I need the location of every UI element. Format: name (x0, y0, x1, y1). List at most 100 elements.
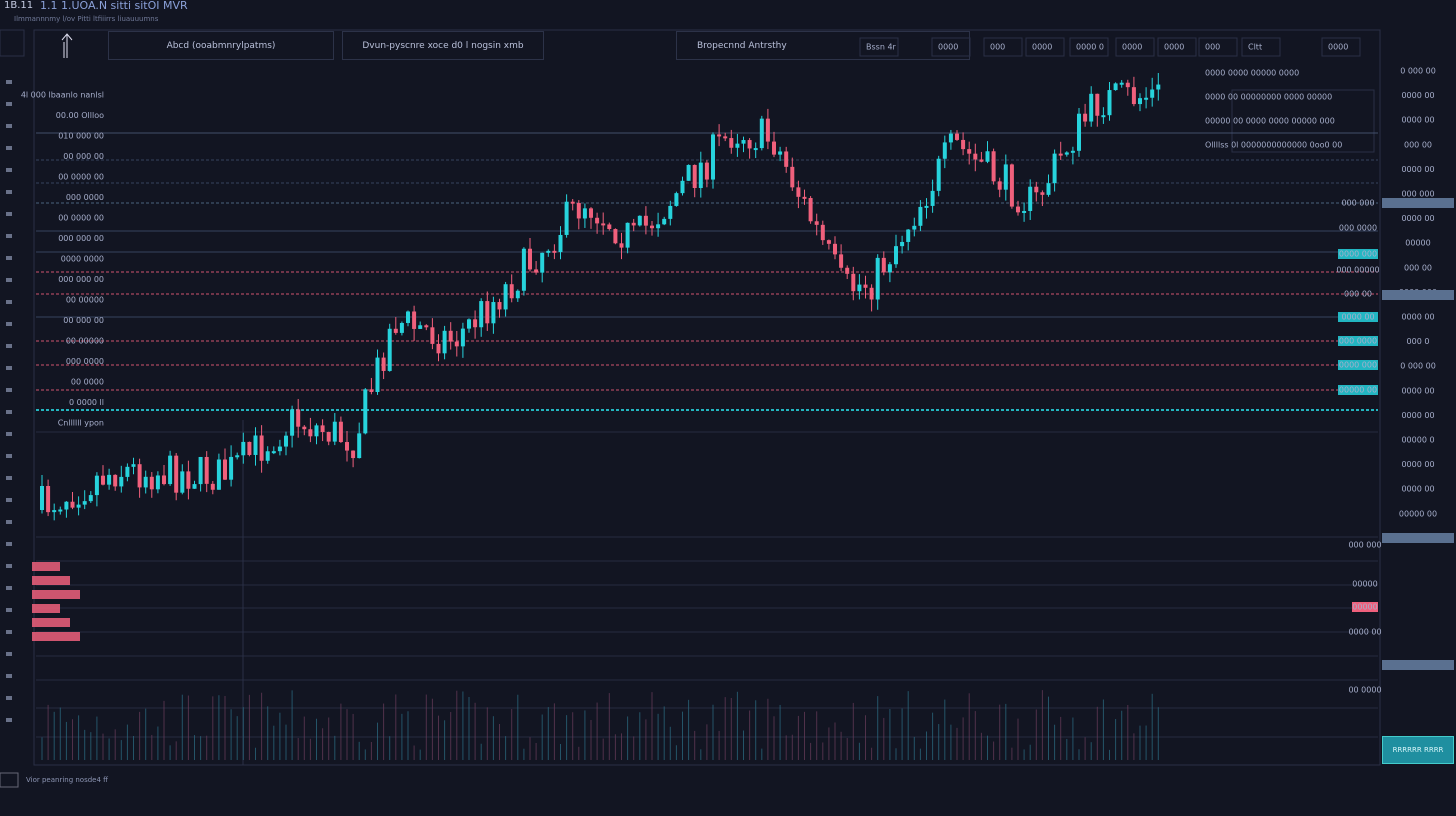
candle-body (521, 248, 526, 291)
candle-body (448, 330, 453, 342)
candle-body (686, 164, 691, 181)
price-tag (1382, 290, 1454, 300)
info-row: Ollllss 0l 0000000000000 0oo0 00 (1205, 141, 1342, 150)
candle-body (625, 222, 630, 248)
toolbar-item: Cltt (1248, 43, 1262, 52)
candle-body (442, 330, 447, 354)
candle-body (790, 166, 795, 188)
level-tag: 00 0000 (1348, 686, 1381, 695)
candle-body (259, 435, 264, 461)
candle-body (424, 325, 429, 328)
candle-body (924, 205, 929, 208)
price-tag (1338, 336, 1378, 346)
y-label: 00 00000 (66, 337, 104, 346)
level-tag: 0000 00 (1348, 628, 1381, 637)
candle-body (1125, 82, 1130, 88)
candle-body (704, 162, 709, 180)
candle-body (1003, 164, 1008, 190)
toolbar-cell (1241, 37, 1281, 57)
candle-body (503, 284, 508, 310)
candle-body (942, 142, 947, 159)
candle-body (137, 464, 142, 488)
price-tag (1382, 198, 1454, 208)
candle-body (1083, 113, 1088, 122)
info-row: 0000 00 00000000 0000 00000 (1205, 93, 1332, 102)
toolbar-cell (1198, 37, 1238, 57)
toolbar-cell (1157, 37, 1197, 57)
tab[interactable]: Abcd (ooabmnrylpatms) (108, 31, 334, 60)
price-label: 0000 000 (1399, 288, 1437, 297)
candle-body (143, 476, 148, 488)
candle-body (1113, 83, 1118, 91)
info-row: 00000 00 0000 0000 00000 000 (1205, 117, 1335, 126)
left-tick (6, 124, 12, 128)
candle-body (650, 225, 654, 229)
candle-body (1064, 152, 1069, 155)
price-label: 00000 (1405, 239, 1430, 248)
price-label: 0000 00 (1401, 485, 1434, 494)
y-label: 0 0000 ll (69, 398, 104, 407)
candle-body (241, 441, 246, 456)
price-label: 0000 00 (1401, 411, 1434, 420)
candle-body (1131, 87, 1136, 105)
candle-body (131, 464, 136, 467)
candle-body (1089, 93, 1094, 122)
candle-body (314, 425, 319, 437)
candle-body (540, 252, 545, 273)
candle-body (808, 198, 813, 222)
left-tick (6, 300, 12, 304)
candle-body (637, 215, 642, 226)
candle-body (1119, 82, 1124, 85)
left-tick (6, 454, 12, 458)
candle-body (82, 501, 87, 505)
left-tick (6, 146, 12, 150)
candle-body (711, 134, 715, 180)
price-label: 0000 00 (1401, 386, 1434, 395)
candle-body (345, 442, 349, 451)
candle-body (631, 222, 636, 226)
candle-body (973, 153, 978, 160)
candle-body (582, 208, 587, 219)
left-tick (6, 168, 12, 172)
candle-body (88, 495, 93, 502)
tab[interactable]: Dvun-pyscnre xoce d0 l nogsin xmb (342, 31, 544, 60)
order-bar (32, 562, 60, 571)
candle-body (64, 501, 69, 510)
candle-body (204, 456, 209, 484)
candle-body (656, 224, 661, 229)
order-bar (32, 576, 70, 585)
candle-body (229, 456, 234, 480)
subtitle: Ilmmannnmy l/ov Pitti ltfiiirrs liuauuum… (14, 15, 159, 23)
price-label: 0 000 00 (1400, 362, 1436, 371)
level-tag: 000 00 (1344, 290, 1372, 299)
candle-body (107, 474, 112, 485)
left-tick (6, 564, 12, 568)
y-label: 00 0000 00 (58, 214, 104, 223)
left-tick (6, 388, 12, 392)
candle-body (186, 471, 191, 489)
candle-body (875, 257, 880, 300)
y-label: 000 0000 (66, 193, 104, 202)
candle-body (619, 243, 624, 248)
candle-body (406, 311, 410, 323)
toolbar-item: 0000 (1122, 43, 1142, 52)
level-tag: 0000 000 (1339, 361, 1377, 370)
action-button[interactable]: RRRRRR RRRR (1382, 736, 1454, 764)
y-label: 00 0000 00 (58, 173, 104, 182)
candle-body (357, 433, 362, 459)
candle-body (784, 151, 789, 167)
left-tick (6, 498, 12, 502)
candle-body (723, 136, 728, 139)
left-tick (6, 652, 12, 656)
candle-body (180, 471, 185, 493)
tab[interactable]: Bropecnnd Antrsthy (676, 31, 970, 60)
candle-body (412, 311, 417, 329)
candle-body (40, 486, 44, 510)
candle-body (235, 455, 240, 458)
price-tag (1338, 312, 1378, 322)
candle-body (906, 229, 911, 242)
toolbar-item: 000 (990, 43, 1005, 52)
candle-body (302, 426, 307, 430)
info-box (1231, 89, 1375, 153)
